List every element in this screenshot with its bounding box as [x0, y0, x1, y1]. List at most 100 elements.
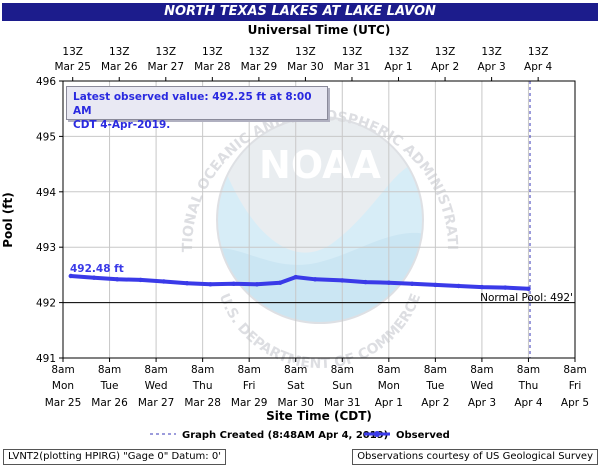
observed-point	[312, 277, 318, 282]
top-tick-label-time: 13Z	[435, 46, 456, 58]
reference-lines	[63, 81, 575, 358]
top-tick-label-date: Apr 3	[478, 61, 506, 73]
observed-point	[456, 283, 461, 289]
top-tick-label-date: Mar 31	[334, 61, 371, 73]
top-tick-label-time: 13Z	[342, 46, 363, 58]
top-tick-label-time: 13Z	[156, 46, 177, 58]
x-tick-label-time: 8am	[51, 364, 74, 376]
observed-point	[503, 285, 508, 290]
x-tick-label-date: Mar 28	[184, 397, 221, 409]
chart-title: NORTH TEXAS LAKES AT LAKE LAVON	[2, 3, 598, 21]
x-tick-label-day: Wed	[470, 380, 493, 392]
top-tick-label-date: Apr 2	[431, 61, 459, 73]
x-tick-label-date: Mar 26	[91, 397, 128, 409]
top-tick-label-time: 13Z	[295, 46, 316, 58]
x-tick-label-day: Tue	[100, 380, 119, 392]
latest-observation-line1: Latest observed value: 492.25 ft at 8:00…	[73, 91, 312, 117]
x-tick-label-date: Mar 29	[231, 397, 268, 409]
x-tick-label-day: Mon	[378, 380, 400, 392]
x-tick-label-date: Mar 25	[45, 397, 82, 409]
x-tick-label-date: Apr 5	[561, 397, 589, 409]
top-tick-label-time: 13Z	[388, 46, 409, 58]
x-tick-label-date: Apr 1	[375, 397, 403, 409]
top-tick-label-date: Mar 30	[287, 61, 324, 73]
observed-series	[68, 273, 531, 291]
observed-point	[231, 281, 236, 286]
x-tick-label-day: Fri	[569, 380, 582, 392]
y-tick-label: 495	[36, 131, 56, 143]
observed-point	[340, 278, 345, 283]
x-tick-label-day: Mon	[52, 380, 74, 392]
top-tick-label-date: Mar 25	[54, 61, 91, 73]
observed-point	[479, 284, 485, 290]
legend: Graph Created (8:48AM Apr 4, 2019) Obser…	[150, 430, 450, 441]
observed-point	[68, 273, 74, 279]
x-tick-label-day: Tue	[425, 380, 444, 392]
x-tick-label-time: 8am	[144, 364, 167, 376]
x-tick-label-date: Mar 27	[138, 397, 175, 409]
legend-observed-label: Observed	[396, 430, 450, 441]
x-tick-label-day: Sun	[332, 380, 352, 392]
x-tick-label-date: Mar 30	[277, 397, 314, 409]
latest-observation-line2: CDT 4-Apr-2019.	[73, 119, 171, 131]
x-tick-label-time: 8am	[377, 364, 400, 376]
x-tick-label-date: Apr 3	[468, 397, 496, 409]
x-tick-label-time: 8am	[98, 364, 121, 376]
observed-point	[433, 282, 438, 288]
x-tick-label-time: 8am	[424, 364, 447, 376]
y-tick-label: 492	[36, 298, 56, 310]
top-tick-label-date: Mar 27	[148, 61, 185, 73]
top-tick-label-time: 13Z	[481, 46, 502, 58]
top-tick-label-date: Apr 4	[524, 61, 553, 73]
top-tick-label-time: 13Z	[109, 46, 130, 58]
top-tick-label-time: 13Z	[528, 46, 549, 58]
y-tick-label: 493	[36, 242, 56, 254]
observed-point	[409, 281, 415, 286]
first-value-label: 492.48 ft	[70, 263, 124, 275]
observed-point	[161, 279, 166, 284]
observed-point	[91, 275, 97, 280]
x-tick-label-day: Thu	[518, 380, 539, 392]
x-tick-label-time: 8am	[470, 364, 493, 376]
observed-point	[526, 286, 531, 291]
observed-point	[293, 274, 298, 280]
x-tick-label-day: Sat	[287, 380, 304, 392]
y-tick-label: 494	[36, 187, 56, 199]
x-tick-label-time: 8am	[284, 364, 307, 376]
x-tick-label-time: 8am	[563, 364, 586, 376]
observed-point	[254, 282, 260, 287]
observed-point	[278, 280, 283, 285]
x-tick-label-date: Mar 31	[324, 397, 361, 409]
observed-point	[208, 282, 213, 287]
observed-point	[138, 277, 143, 283]
top-tick-label-date: Apr 1	[384, 61, 412, 73]
axis-tick-marks	[59, 77, 576, 362]
x-tick-label-time: 8am	[517, 364, 540, 376]
x-tick-label-day: Fri	[243, 380, 256, 392]
axis-tick-labels: 8am Mon Mar 25 8am Tue Mar 26 8am Wed Mar 27 8am T…	[36, 46, 589, 409]
gage-datum-note: LVNT2(plotting HPIRG) "Gage 0" Datum: 0'	[3, 449, 226, 465]
observed-point	[115, 277, 120, 282]
watermark-logo-text: NOAA	[259, 143, 381, 187]
latest-observation-box: Latest observed value: 492.25 ft at 8:00…	[66, 86, 328, 131]
top-axis-title: Universal Time (UTC)	[248, 23, 391, 37]
top-tick-label-date: Mar 29	[241, 61, 278, 73]
observed-point	[386, 280, 391, 285]
legend-observed-marker	[374, 431, 380, 437]
legend-graph-created-label: Graph Created (8:48AM Apr 4, 2019)	[182, 430, 388, 441]
y-axis-title: Pool (ft)	[1, 192, 15, 248]
observations-credit: Observations courtesy of US Geological S…	[352, 449, 598, 465]
x-tick-label-day: Wed	[145, 380, 168, 392]
bottom-axis-title: Site Time (CDT)	[266, 409, 372, 423]
x-tick-label-date: Apr 2	[421, 397, 449, 409]
x-tick-label-date: Apr 4	[514, 397, 543, 409]
x-tick-label-time: 8am	[191, 364, 214, 376]
plot-frame	[62, 80, 576, 359]
x-tick-label-day: Thu	[192, 380, 213, 392]
top-tick-label-date: Mar 28	[194, 61, 231, 73]
observed-point	[184, 281, 190, 286]
top-tick-label-time: 13Z	[249, 46, 270, 58]
top-tick-label-time: 13Z	[202, 46, 223, 58]
